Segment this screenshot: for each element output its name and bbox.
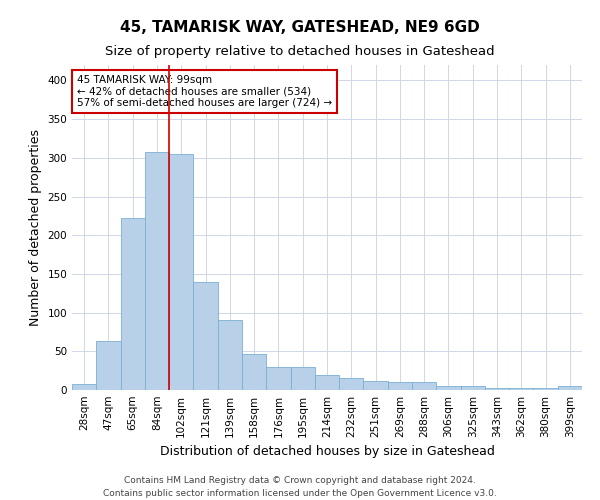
- Bar: [533, 388, 558, 390]
- Bar: [412, 382, 436, 390]
- Text: Contains HM Land Registry data © Crown copyright and database right 2024.
Contai: Contains HM Land Registry data © Crown c…: [103, 476, 497, 498]
- Bar: [72, 384, 96, 390]
- Bar: [558, 386, 582, 390]
- Bar: [266, 367, 290, 390]
- X-axis label: Distribution of detached houses by size in Gateshead: Distribution of detached houses by size …: [160, 446, 494, 458]
- Bar: [290, 367, 315, 390]
- Bar: [485, 388, 509, 390]
- Bar: [218, 320, 242, 390]
- Bar: [364, 380, 388, 390]
- Text: 45 TAMARISK WAY: 99sqm
← 42% of detached houses are smaller (534)
57% of semi-de: 45 TAMARISK WAY: 99sqm ← 42% of detached…: [77, 74, 332, 108]
- Bar: [436, 386, 461, 390]
- Y-axis label: Number of detached properties: Number of detached properties: [29, 129, 42, 326]
- Bar: [461, 386, 485, 390]
- Bar: [339, 378, 364, 390]
- Bar: [145, 152, 169, 390]
- Bar: [509, 388, 533, 390]
- Bar: [169, 154, 193, 390]
- Text: Size of property relative to detached houses in Gateshead: Size of property relative to detached ho…: [105, 45, 495, 58]
- Bar: [121, 218, 145, 390]
- Bar: [315, 376, 339, 390]
- Text: 45, TAMARISK WAY, GATESHEAD, NE9 6GD: 45, TAMARISK WAY, GATESHEAD, NE9 6GD: [120, 20, 480, 35]
- Bar: [96, 341, 121, 390]
- Bar: [193, 282, 218, 390]
- Bar: [242, 354, 266, 390]
- Bar: [388, 382, 412, 390]
